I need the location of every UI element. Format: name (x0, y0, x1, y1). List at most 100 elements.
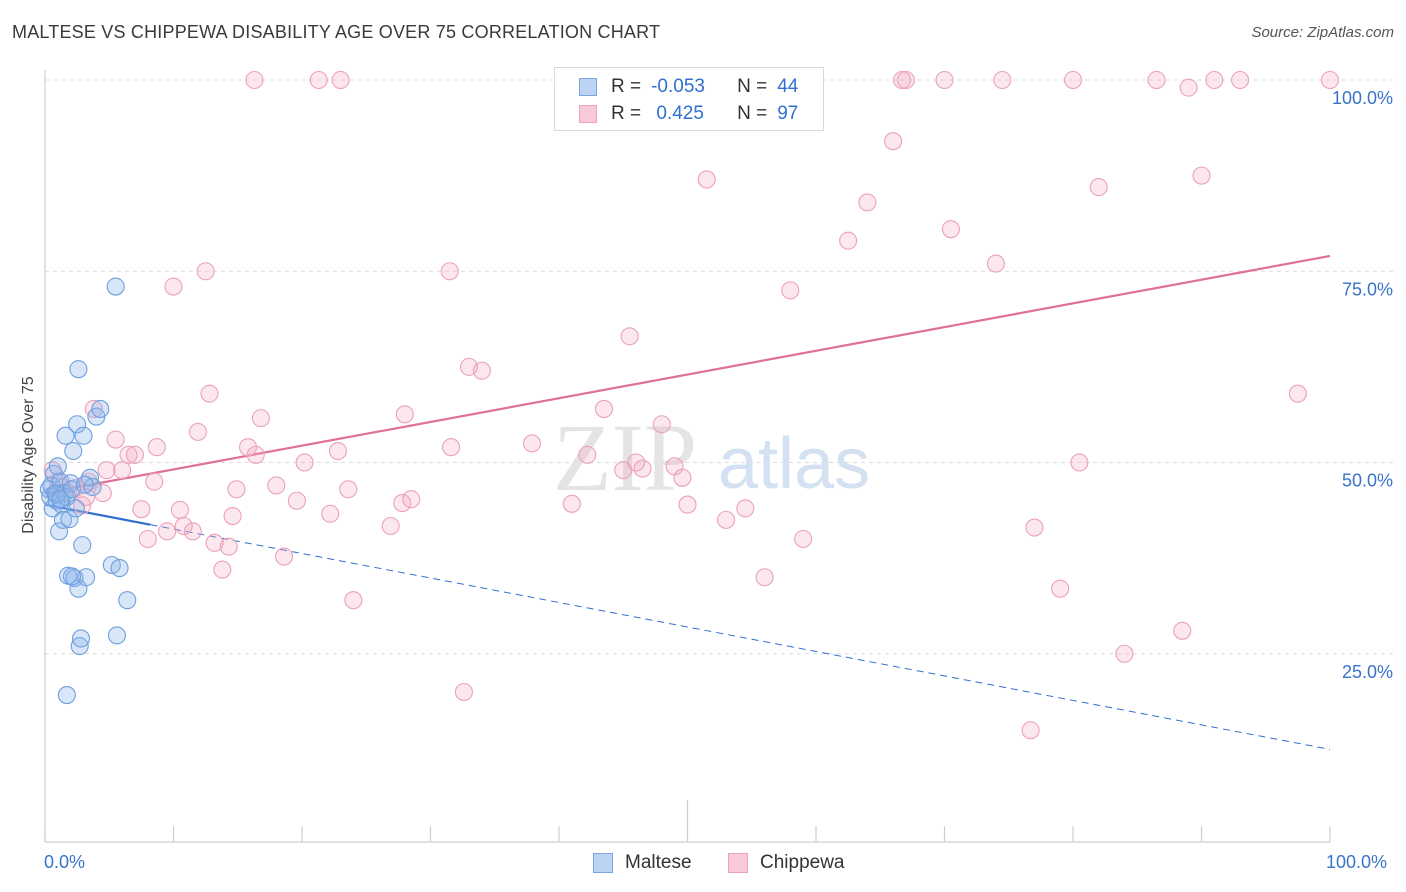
chippewa-point (246, 445, 265, 464)
chippewa-point (941, 220, 960, 239)
maltese-r-label: R = (611, 76, 642, 97)
maltese-point (48, 457, 67, 476)
stats-legend: R = -0.053 N = 44 R = 0.425 N = 97 (554, 67, 824, 131)
y-tick-labels: 25.0% 50.0% 75.0% 100.0% (1332, 88, 1393, 682)
gridlines (45, 79, 1395, 655)
chippewa-point (393, 493, 412, 513)
chippewa-point (993, 70, 1012, 90)
chippewa-point (328, 441, 348, 461)
chippewa-swatch (579, 105, 597, 123)
y-axis-label: Disability Age Over 75 (20, 376, 37, 534)
maltese-swatch (579, 78, 597, 96)
maltese-points (39, 277, 137, 705)
chippewa-point (562, 494, 581, 513)
x-axis-min-label: 0.0% (44, 852, 86, 872)
maltese-point (91, 399, 110, 419)
y-tick-label-100: 100.0% (1332, 88, 1393, 108)
chippewa-point (1173, 621, 1192, 640)
maltese-point (66, 499, 85, 518)
chippewa-point (267, 476, 286, 495)
chippewa-point (794, 529, 813, 549)
chippewa-point (620, 327, 639, 346)
chippewa-point (287, 491, 306, 510)
chippewa-point (1205, 70, 1224, 90)
maltese-point (71, 629, 91, 648)
chippewa-point (321, 504, 340, 523)
chippewa-point (309, 70, 328, 90)
chippewa-point (295, 453, 314, 472)
chippewa-point (106, 430, 125, 449)
chippewa-point (339, 480, 358, 499)
maltese-point (68, 415, 87, 434)
maltese-point (75, 475, 94, 494)
chippewa-point (238, 438, 258, 457)
chippewa-point (884, 132, 903, 151)
chippewa-point (1089, 178, 1108, 197)
chippewa-point (935, 70, 954, 90)
maltese-legend-label: Maltese (625, 852, 692, 873)
chippewa-point (245, 70, 264, 90)
maltese-point (53, 510, 73, 529)
chippewa-point (1021, 721, 1040, 740)
chippewa-point (1320, 70, 1340, 90)
chippewa-point (716, 510, 736, 529)
chippewa-point (472, 361, 491, 380)
maltese-point (77, 568, 96, 587)
maltese-point (74, 426, 93, 445)
chippewa-r-value: 0.425 (651, 103, 704, 124)
chippewa-points (43, 70, 1340, 740)
chippewa-point (183, 522, 202, 541)
chippewa-point (1025, 518, 1044, 537)
chippewa-point (402, 490, 421, 509)
maltese-point (70, 637, 89, 656)
chippewa-point (213, 560, 232, 579)
chippewa-point (522, 434, 542, 453)
chippewa-point (223, 506, 242, 526)
chippewa-point (395, 405, 414, 424)
chippewa-point (132, 500, 151, 519)
chippewa-point (697, 170, 716, 189)
chippewa-point (755, 568, 774, 587)
maltese-point (110, 559, 129, 578)
y-tick-label-25: 25.0% (1342, 662, 1393, 682)
chippewa-point (440, 262, 459, 281)
maltese-point (62, 567, 82, 586)
maltese-point (106, 277, 125, 296)
legend-item-maltese[interactable]: Maltese (593, 852, 692, 874)
chippewa-point (174, 516, 193, 536)
chippewa-point (858, 193, 877, 212)
chippewa-point (633, 459, 652, 478)
chippewa-point (381, 516, 400, 536)
chippewa-r-label: R = (611, 103, 642, 124)
y-tick-label-50: 50.0% (1342, 471, 1393, 491)
chippewa-point (205, 533, 224, 552)
legend-item-chippewa[interactable]: Chippewa (728, 852, 845, 874)
axes (44, 70, 1331, 843)
maltese-r-value: -0.053 (651, 76, 705, 97)
maltese-point (50, 522, 69, 541)
chippewa-point (652, 415, 671, 434)
chippewa-point (251, 409, 270, 428)
maltese-point (56, 426, 75, 445)
chippewa-trend-line (44, 254, 1331, 495)
chippewa-point (147, 438, 166, 457)
chippewa-point (986, 254, 1005, 273)
chippewa-point (1070, 453, 1089, 472)
chippewa-point (578, 445, 597, 464)
chippewa-point (97, 461, 116, 480)
chippewa-point (594, 399, 614, 419)
chippewa-point (1115, 644, 1134, 663)
chippewa-point (93, 484, 112, 503)
maltese-point (61, 474, 80, 493)
chippewa-point (1179, 78, 1198, 97)
series-legend: Maltese Chippewa (0, 852, 1406, 878)
chippewa-point (138, 529, 157, 549)
chippewa-point (1288, 384, 1307, 403)
chippewa-point (113, 461, 132, 480)
chippewa-point (331, 70, 350, 90)
chippewa-point (673, 468, 692, 487)
chippewa-point (454, 682, 473, 702)
maltese-point (73, 536, 92, 555)
chippewa-point (219, 537, 238, 556)
